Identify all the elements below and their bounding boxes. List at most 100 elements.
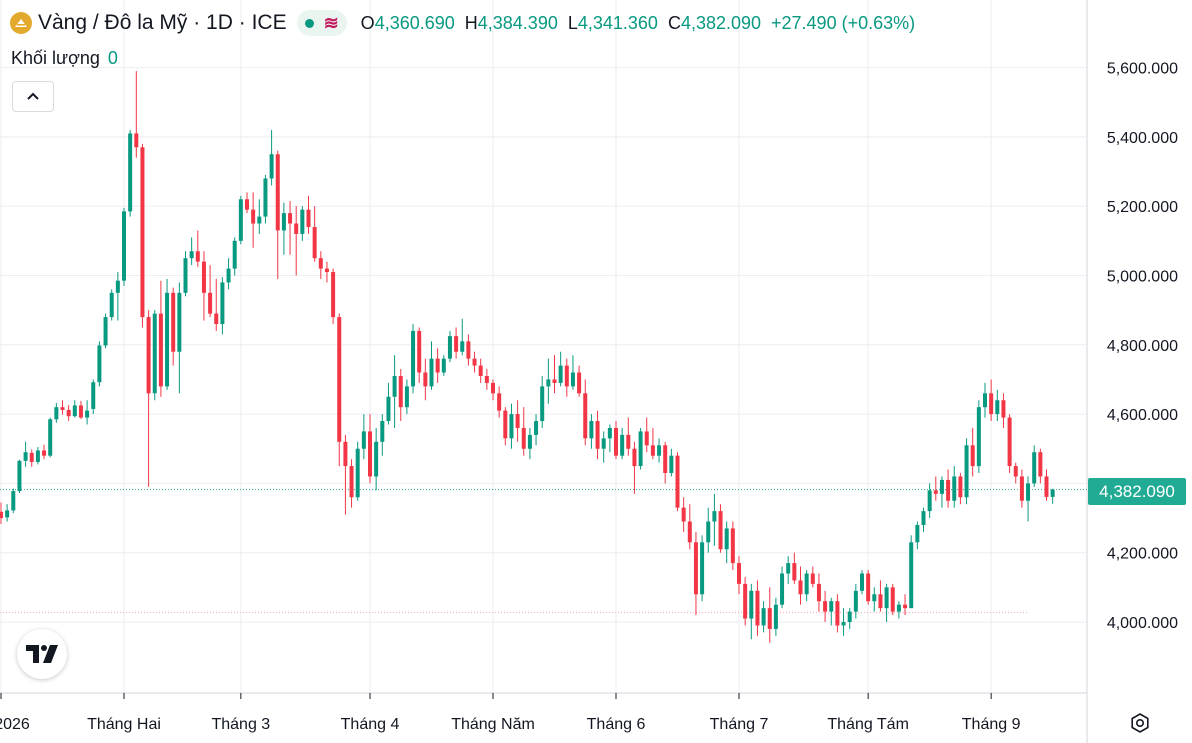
candle-body[interactable] bbox=[921, 511, 926, 525]
candle-body[interactable] bbox=[958, 476, 963, 498]
candle-body[interactable] bbox=[909, 542, 914, 609]
candle-body[interactable] bbox=[171, 292, 176, 352]
candle-body[interactable] bbox=[122, 211, 126, 281]
candle-body[interactable] bbox=[146, 317, 151, 394]
candle-body[interactable] bbox=[134, 133, 139, 148]
candle-body[interactable] bbox=[933, 490, 938, 494]
candle-body[interactable] bbox=[724, 528, 729, 550]
candle-body[interactable] bbox=[337, 317, 342, 442]
candle-body[interactable] bbox=[331, 272, 336, 318]
candle-body[interactable] bbox=[626, 434, 631, 449]
candle-body[interactable] bbox=[823, 601, 828, 612]
candle-body[interactable] bbox=[165, 292, 170, 387]
candle-body[interactable] bbox=[509, 414, 514, 439]
candle-body[interactable] bbox=[140, 147, 145, 318]
candle-body[interactable] bbox=[853, 590, 858, 612]
candle-body[interactable] bbox=[841, 622, 846, 626]
candle-body[interactable] bbox=[712, 511, 717, 522]
candle-body[interactable] bbox=[878, 594, 883, 609]
candle-body[interactable] bbox=[546, 379, 551, 387]
candle-body[interactable] bbox=[607, 427, 612, 439]
candle-body[interactable] bbox=[177, 292, 182, 352]
candle-body[interactable] bbox=[927, 490, 932, 512]
candle-body[interactable] bbox=[1032, 452, 1037, 484]
candle-body[interactable] bbox=[847, 611, 852, 622]
candle-body[interactable] bbox=[577, 372, 582, 394]
candle-body[interactable] bbox=[35, 450, 40, 462]
candle-body[interactable] bbox=[361, 431, 366, 449]
candle-body[interactable] bbox=[1050, 489, 1055, 497]
candle-body[interactable] bbox=[238, 199, 243, 241]
candle-body[interactable] bbox=[208, 292, 213, 314]
axis-settings-button[interactable] bbox=[1128, 711, 1152, 735]
candle-body[interactable] bbox=[601, 438, 606, 449]
candle-body[interactable] bbox=[5, 510, 10, 518]
candle-body[interactable] bbox=[66, 409, 71, 417]
candle-body[interactable] bbox=[29, 452, 34, 462]
candle-body[interactable] bbox=[324, 268, 329, 273]
candle-body[interactable] bbox=[429, 358, 434, 387]
candle-body[interactable] bbox=[454, 336, 459, 352]
candle-body[interactable] bbox=[521, 427, 526, 449]
candle-body[interactable] bbox=[392, 375, 397, 397]
candle-body[interactable] bbox=[417, 330, 422, 373]
candle-body[interactable] bbox=[632, 448, 637, 467]
candle-body[interactable] bbox=[939, 479, 944, 494]
candle-body[interactable] bbox=[706, 521, 711, 543]
candle-body[interactable] bbox=[54, 407, 59, 420]
candle-body[interactable] bbox=[798, 580, 803, 595]
candle-body[interactable] bbox=[952, 476, 957, 501]
candle-body[interactable] bbox=[97, 345, 102, 383]
candle-body[interactable] bbox=[128, 133, 133, 212]
candle-body[interactable] bbox=[718, 511, 723, 550]
candle-body[interactable] bbox=[275, 154, 280, 231]
candle-body[interactable] bbox=[91, 382, 96, 409]
candle-body[interactable] bbox=[534, 421, 539, 435]
candle-body[interactable] bbox=[761, 608, 766, 626]
candle-body[interactable] bbox=[318, 258, 323, 269]
candle-body[interactable] bbox=[773, 604, 778, 629]
candle-body[interactable] bbox=[1026, 483, 1031, 501]
candle-body[interactable] bbox=[780, 573, 785, 605]
candle-body[interactable] bbox=[115, 280, 120, 293]
candle-body[interactable] bbox=[675, 455, 680, 508]
symbol-title[interactable]: Vàng / Đô la Mỹ · 1D · ICE bbox=[38, 11, 287, 34]
candle-body[interactable] bbox=[792, 563, 797, 581]
candle-body[interactable] bbox=[355, 448, 360, 498]
candle-body[interactable] bbox=[644, 431, 649, 446]
candle-body[interactable] bbox=[970, 445, 975, 467]
candle-body[interactable] bbox=[810, 573, 815, 584]
candle-body[interactable] bbox=[158, 313, 163, 387]
candle-body[interactable] bbox=[743, 583, 748, 619]
candle-body[interactable] bbox=[872, 594, 877, 602]
candle-body[interactable] bbox=[220, 282, 225, 325]
candle-body[interactable] bbox=[0, 511, 3, 519]
candle-body[interactable] bbox=[460, 341, 465, 352]
candle-body[interactable] bbox=[755, 590, 760, 626]
candle-body[interactable] bbox=[78, 405, 83, 418]
candle-body[interactable] bbox=[232, 240, 237, 269]
candle-body[interactable] bbox=[866, 573, 871, 602]
candle-body[interactable] bbox=[312, 226, 317, 259]
candle-body[interactable] bbox=[552, 379, 557, 383]
candle-body[interactable] bbox=[183, 258, 188, 293]
candle-body[interactable] bbox=[85, 410, 90, 418]
candle-body[interactable] bbox=[214, 313, 219, 325]
candle-body[interactable] bbox=[257, 216, 262, 224]
candle-body[interactable] bbox=[386, 396, 391, 422]
candle-body[interactable] bbox=[946, 479, 951, 501]
candle-body[interactable] bbox=[103, 317, 108, 346]
candle-body[interactable] bbox=[472, 358, 477, 366]
candle-body[interactable] bbox=[915, 524, 920, 543]
candle-body[interactable] bbox=[245, 199, 249, 210]
candle-body[interactable] bbox=[1007, 417, 1012, 467]
candle-body[interactable] bbox=[251, 209, 256, 224]
candle-body[interactable] bbox=[72, 405, 77, 417]
candle-body[interactable] bbox=[989, 393, 994, 415]
candle-body[interactable] bbox=[497, 393, 502, 411]
candle-body[interactable] bbox=[447, 336, 452, 359]
candle-body[interactable] bbox=[816, 583, 821, 602]
candle-body[interactable] bbox=[152, 313, 157, 394]
candle-body[interactable] bbox=[614, 427, 618, 456]
